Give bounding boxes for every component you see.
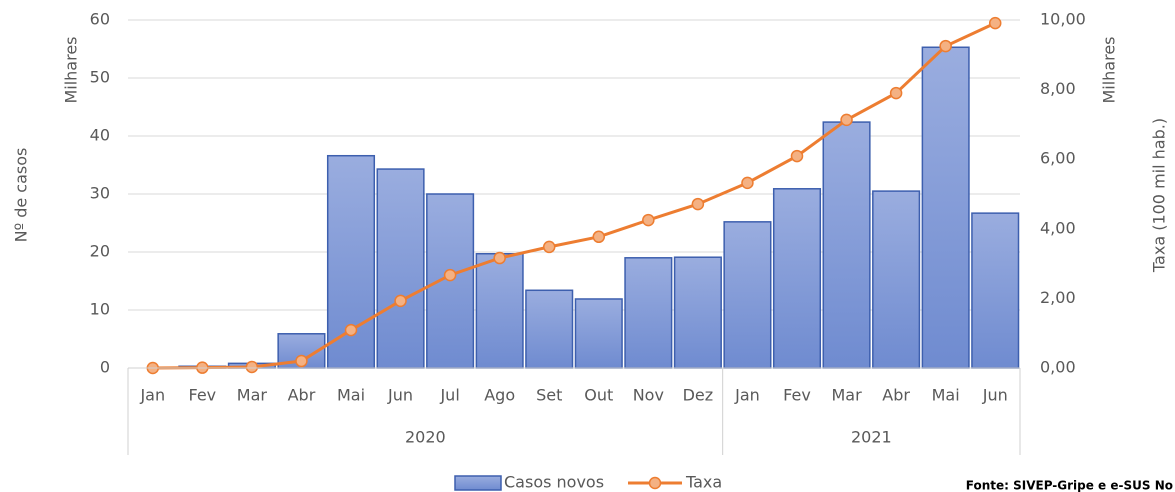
y-axis-unit: Milhares	[62, 36, 81, 103]
legend-label: Taxa	[685, 473, 722, 492]
bar	[525, 289, 574, 369]
y2-tick-label: 10,00	[1040, 10, 1086, 29]
marker	[394, 294, 407, 308]
y2-tick-label: 4,00	[1040, 218, 1076, 237]
legend-label: Casos novos	[504, 473, 604, 492]
y-tick-label: 0	[100, 358, 110, 377]
group-label: 2021	[851, 428, 892, 447]
y2-axis-title: Taxa (100 mil hab.)	[1150, 118, 1169, 273]
x-tick-label: Nov	[633, 386, 664, 405]
x-tick-label: Dez	[683, 386, 714, 405]
y-tick-label: 30	[90, 184, 110, 203]
marker	[542, 240, 556, 254]
x-tick-label: Jun	[982, 386, 1008, 405]
marker	[790, 149, 804, 163]
marker	[295, 354, 308, 368]
marker	[889, 86, 903, 100]
y-tick-label: 60	[90, 10, 110, 29]
marker	[493, 251, 506, 265]
bar	[921, 46, 970, 369]
y2-tick-label: 2,00	[1040, 288, 1076, 307]
y2-tick-label: 0,00	[1040, 358, 1076, 377]
x-tick-label: Jun	[387, 386, 413, 405]
marker	[344, 323, 358, 337]
marker	[840, 113, 853, 127]
x-tick-label: Jan	[734, 386, 760, 405]
marker	[691, 197, 705, 211]
x-tick-label: Mai	[932, 386, 960, 405]
marker	[592, 230, 606, 244]
x-tick-label: Set	[536, 386, 562, 405]
legend-swatch	[454, 475, 502, 491]
y2-axis-unit: Milhares	[1100, 36, 1119, 103]
group-label: 2020	[405, 428, 446, 447]
legend-swatch	[648, 476, 662, 490]
bar	[822, 121, 871, 369]
x-tick-label: Mai	[337, 386, 365, 405]
bar	[872, 190, 921, 369]
y-tick-label: 10	[90, 300, 110, 319]
bar	[475, 252, 524, 369]
x-tick-label: Fev	[783, 386, 811, 405]
marker	[988, 16, 1002, 30]
bar	[624, 257, 673, 369]
bar	[376, 168, 425, 369]
marker	[741, 176, 754, 190]
bar	[723, 221, 772, 369]
x-tick-label: Out	[584, 386, 613, 405]
x-tick-label: Fev	[189, 386, 217, 405]
marker	[642, 213, 655, 227]
source: Fonte: SIVEP-Gripe e e-SUS No	[966, 479, 1173, 492]
bar	[673, 256, 722, 369]
bar	[772, 188, 822, 369]
y-axis-title: Nº de casos	[12, 148, 31, 243]
x-tick-label: Abr	[882, 386, 910, 405]
x-tick-label: Ago	[484, 386, 515, 405]
y-tick-label: 40	[90, 126, 110, 145]
bar	[574, 298, 623, 369]
y-tick-label: 50	[90, 68, 110, 87]
marker	[939, 39, 952, 53]
y2-tick-label: 8,00	[1040, 79, 1076, 98]
x-tick-label: Abr	[288, 386, 316, 405]
x-tick-label: Jul	[439, 386, 459, 405]
y2-tick-label: 6,00	[1040, 149, 1076, 168]
x-tick-label: Jan	[139, 386, 165, 405]
x-tick-label: Mar	[831, 386, 862, 405]
marker	[245, 360, 259, 374]
x-tick-label: Mar	[237, 386, 268, 405]
line	[152, 21, 996, 370]
y-tick-label: 20	[90, 242, 110, 261]
marker	[443, 268, 457, 282]
bar	[971, 212, 1020, 369]
